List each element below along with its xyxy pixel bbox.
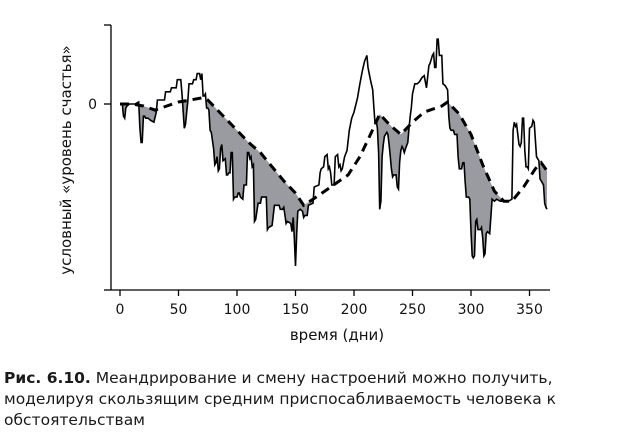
- y-tick-label: 0: [88, 97, 97, 113]
- shaded-region: [448, 102, 504, 258]
- shaded-region: [206, 99, 314, 266]
- caption-text: Меандрирование и смену настроений можно …: [4, 369, 556, 429]
- x-tick-label: 0: [116, 302, 125, 318]
- x-tick-label: 250: [399, 302, 426, 318]
- tick-labels: 0 50 100 150 200 250 300 350 0: [88, 97, 543, 318]
- shaded-deviation-areas: [122, 99, 547, 266]
- x-tick-label: 200: [341, 302, 368, 318]
- moving-average-line: [120, 96, 549, 208]
- x-tick-label: 100: [224, 302, 251, 318]
- x-tick-label: 300: [458, 302, 485, 318]
- happiness-series-line: [120, 38, 548, 267]
- caption-label: Рис. 6.10.: [4, 369, 91, 387]
- shaded-region: [376, 114, 410, 210]
- chart: 0 50 100 150 200 250 300 350 0 время (дни) услов…: [57, 24, 550, 344]
- x-axis-label: время (дни): [290, 326, 384, 344]
- x-tick-label: 50: [170, 302, 188, 318]
- shaded-region: [139, 105, 157, 143]
- y-axis-label: условный «уровень счастья»: [57, 45, 75, 274]
- x-tick-label: 150: [282, 302, 309, 318]
- axes: [104, 24, 550, 296]
- figure-caption: Рис. 6.10. Меандрирование и смену настро…: [4, 368, 616, 431]
- x-tick-label: 350: [516, 302, 543, 318]
